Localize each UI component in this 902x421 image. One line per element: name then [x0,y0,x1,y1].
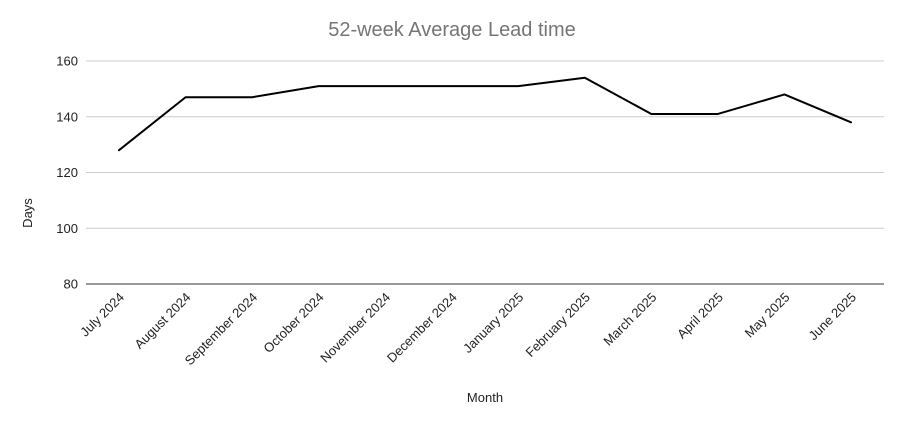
gridlines [86,60,884,285]
x-tick-label: July 2024 [77,290,127,340]
series-layer [118,76,852,152]
x-tick-label: December 2024 [384,290,460,366]
y-tick-label: 100 [56,221,78,236]
y-tick-label: 140 [56,109,78,124]
x-tick-label: April 2025 [674,290,726,342]
x-tick-label: September 2024 [182,290,261,369]
x-tick-label: November 2024 [317,290,393,366]
chart-title: 52-week Average Lead time [328,19,576,41]
y-tick-label: 160 [56,54,78,69]
x-tick-label: October 2024 [260,290,326,356]
x-tick-label: August 2024 [131,290,193,352]
x-tick-label: May 2025 [742,290,793,341]
x-tick-label: March 2025 [600,290,659,349]
x-tick-label: January 2025 [460,290,526,356]
x-axis-title: Month [467,390,503,405]
y-tick-label: 120 [56,165,78,180]
y-axis-title: Days [20,198,35,228]
y-tick-label: 80 [64,277,78,292]
x-tick-label: February 2025 [523,290,593,360]
y-axis-tick-labels: 80 100 120 140 160 [56,54,78,292]
x-tick-label: June 2025 [806,290,860,344]
series-line [118,76,852,152]
